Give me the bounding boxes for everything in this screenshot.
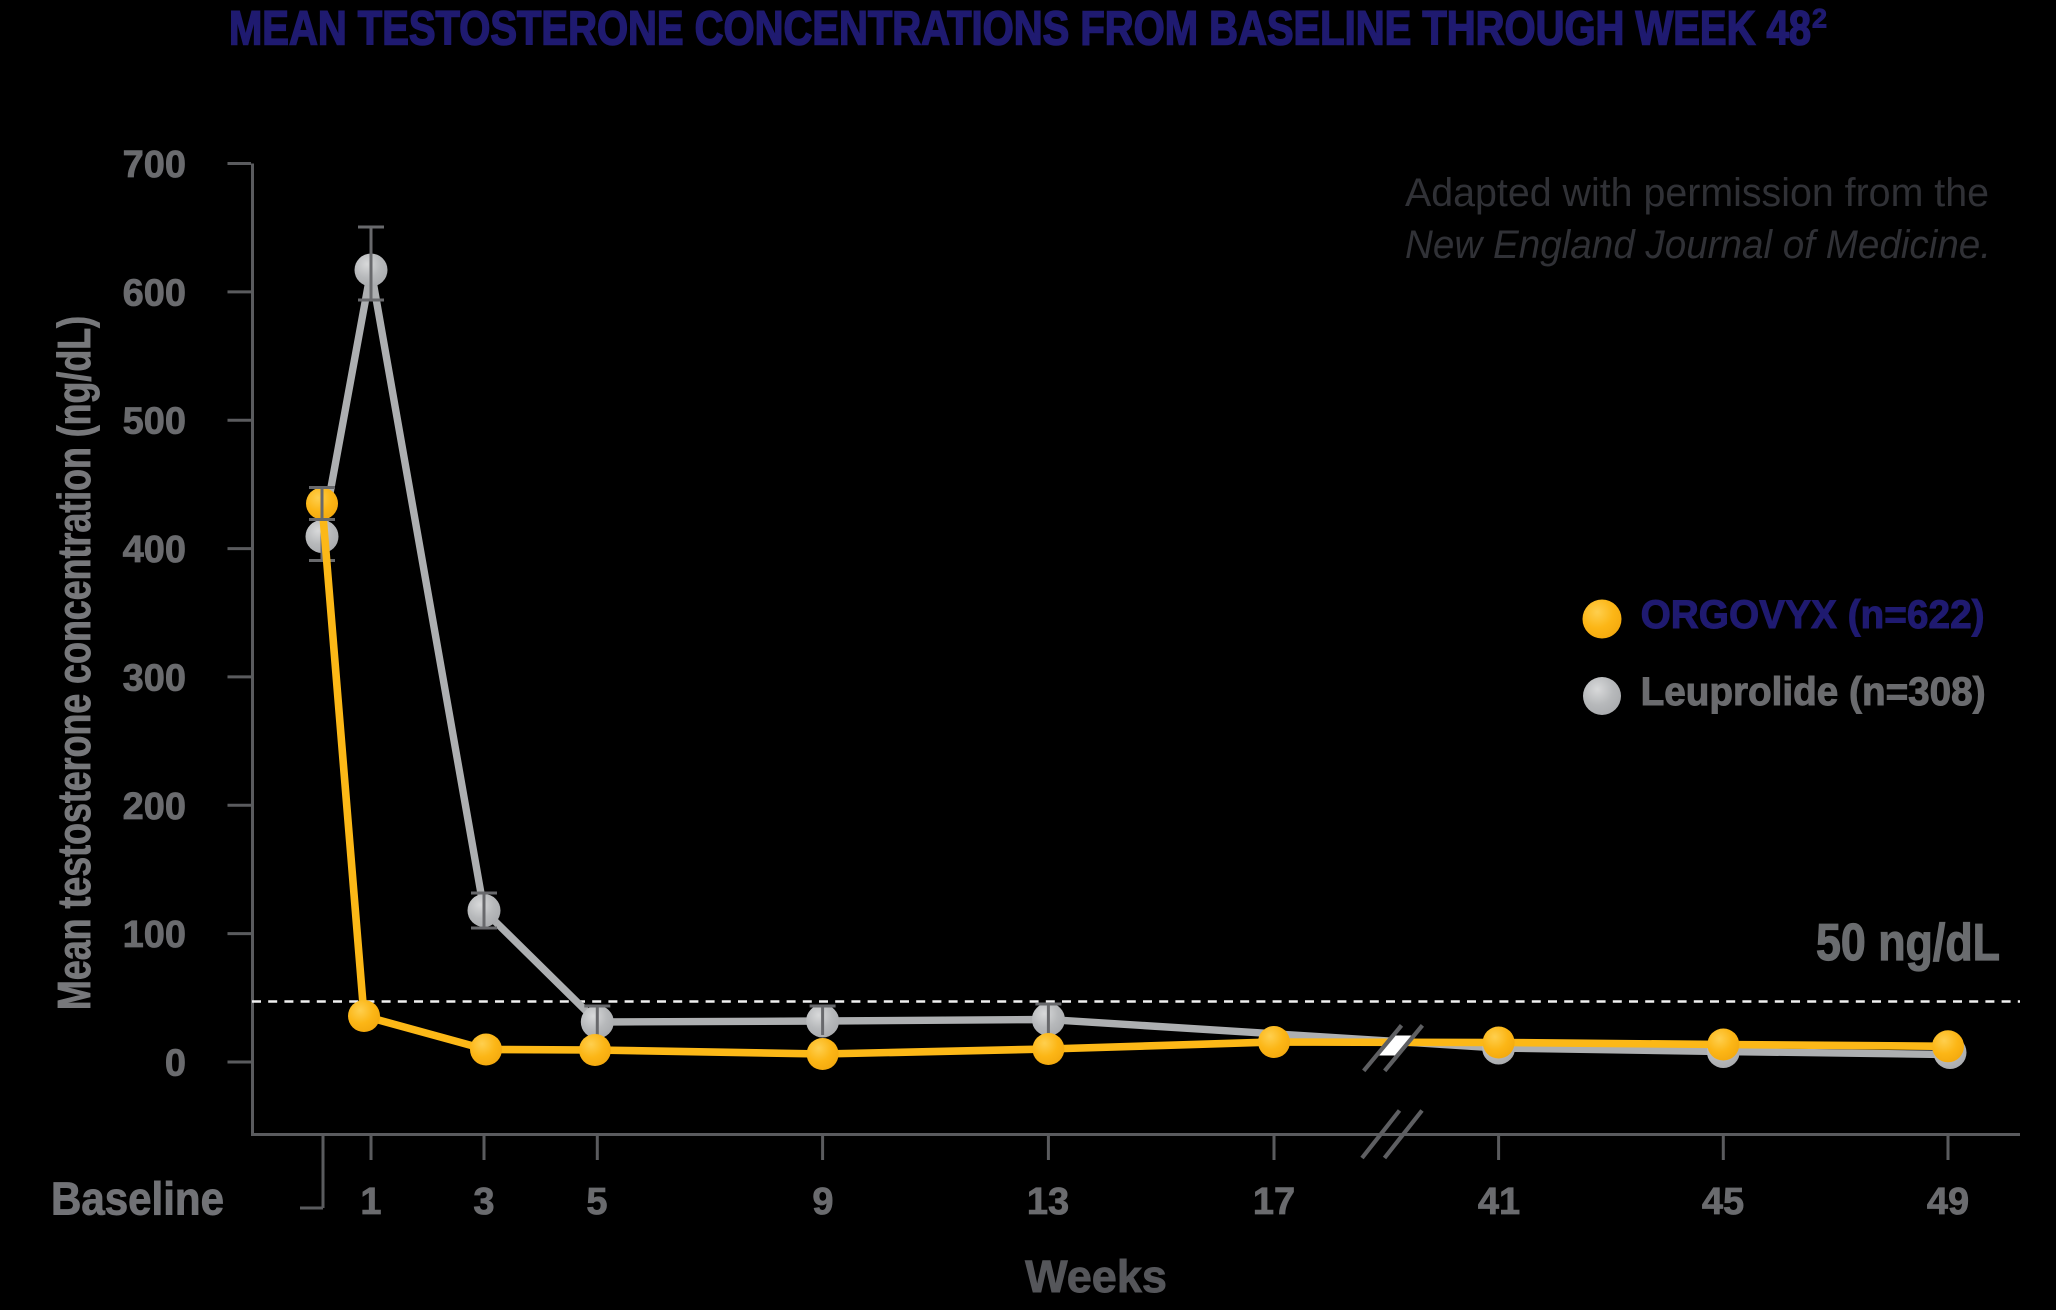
svg-text:2: 2: [1812, 4, 1827, 34]
svg-text:Adapted with permission from t: Adapted with permission from the: [1405, 171, 1989, 215]
svg-text:700: 700: [123, 144, 186, 186]
svg-text:0: 0: [165, 1043, 186, 1085]
svg-text:600: 600: [123, 272, 186, 314]
svg-text:ORGOVYX (n=622): ORGOVYX (n=622): [1641, 593, 1985, 637]
svg-text:400: 400: [123, 529, 186, 571]
svg-text:Weeks: Weeks: [1025, 1251, 1167, 1302]
svg-text:3: 3: [473, 1181, 494, 1223]
svg-text:1: 1: [360, 1181, 381, 1223]
svg-text:Leuprolide (n=308): Leuprolide (n=308): [1641, 670, 1986, 714]
svg-text:Baseline: Baseline: [51, 1173, 224, 1225]
svg-text:MEAN TESTOSTERONE CONCENTRATIO: MEAN TESTOSTERONE CONCENTRATIONS FROM BA…: [229, 2, 1811, 55]
svg-text:50 ng/dL: 50 ng/dL: [1816, 914, 2000, 972]
svg-text:41: 41: [1478, 1181, 1520, 1223]
svg-text:200: 200: [123, 786, 186, 828]
svg-text:13: 13: [1027, 1181, 1069, 1223]
svg-text:17: 17: [1253, 1181, 1295, 1223]
svg-text:100: 100: [123, 914, 186, 956]
svg-text:300: 300: [123, 657, 186, 699]
svg-text:New England Journal of Medicin: New England Journal of Medicine.: [1405, 223, 1991, 267]
svg-text:500: 500: [123, 401, 186, 443]
svg-text:5: 5: [586, 1181, 607, 1223]
svg-text:49: 49: [1927, 1181, 1969, 1223]
svg-text:Mean testosterone concentratio: Mean testosterone concentration (ng/dL): [48, 316, 100, 1010]
svg-text:45: 45: [1702, 1181, 1744, 1223]
svg-text:9: 9: [812, 1181, 833, 1223]
